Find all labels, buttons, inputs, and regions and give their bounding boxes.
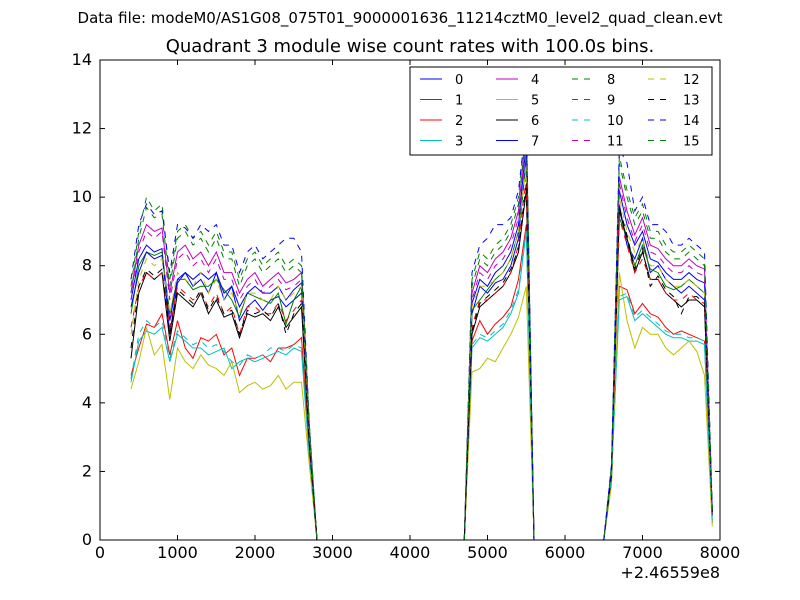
y-tick-label: 0 [82,530,92,549]
y-tick-label: 12 [72,119,92,138]
legend-label-11: 11 [607,135,624,150]
x-tick-label: 1000 [157,543,198,562]
x-tick-label: 2000 [235,543,276,562]
legend-label-5: 5 [531,94,539,109]
legend-label-4: 4 [531,73,539,88]
legend-label-13: 13 [683,94,700,109]
legend-box [409,66,713,156]
x-offset-label: +2.46559e8 [620,563,720,582]
y-tick-label: 4 [82,393,92,412]
x-tick-label: 0 [95,543,105,562]
series-line-2 [130,224,713,541]
y-tick-label: 10 [72,187,92,206]
series-line-0 [130,155,713,541]
series-line-11 [130,135,713,541]
legend-label-8: 8 [607,73,615,88]
x-tick-label: 3000 [312,543,353,562]
series-line-8 [130,114,713,541]
legend-label-12: 12 [683,73,700,88]
y-tick-label: 14 [72,50,92,69]
series-lines [130,114,713,541]
x-tick-label: 6000 [545,543,586,562]
figure-suptitle: Data file: modeM0/AS1G08_075T01_90000016… [77,9,723,27]
y-tick-label: 2 [82,461,92,480]
series-line-5 [130,272,713,541]
x-tick-label: 8000 [700,543,741,562]
legend-label-7: 7 [531,135,539,150]
legend-label-9: 9 [607,94,615,109]
series-line-10 [130,227,713,541]
series-line-1 [130,162,713,541]
legend-label-15: 15 [683,135,700,150]
x-tick-label: 4000 [390,543,431,562]
legend-label-0: 0 [455,73,463,88]
y-tick-label: 6 [82,324,92,343]
legend-label-10: 10 [607,114,624,129]
x-tick-label: 7000 [622,543,663,562]
series-line-15 [130,128,713,541]
legend-label-6: 6 [531,114,539,129]
legend-label-14: 14 [683,114,700,129]
legend-label-2: 2 [455,114,463,129]
series-line-12 [130,162,713,541]
x-axis: 0 1000 2000 3000 4000 5000 6000 7000 8000 [95,60,740,562]
series-line-14 [130,121,713,541]
legend-label-3: 3 [455,135,463,150]
y-tick-label: 8 [82,256,92,275]
legend-label-1: 1 [455,94,463,109]
x-tick-label: 5000 [467,543,508,562]
chart-title: Quadrant 3 module wise count rates with … [165,36,655,57]
